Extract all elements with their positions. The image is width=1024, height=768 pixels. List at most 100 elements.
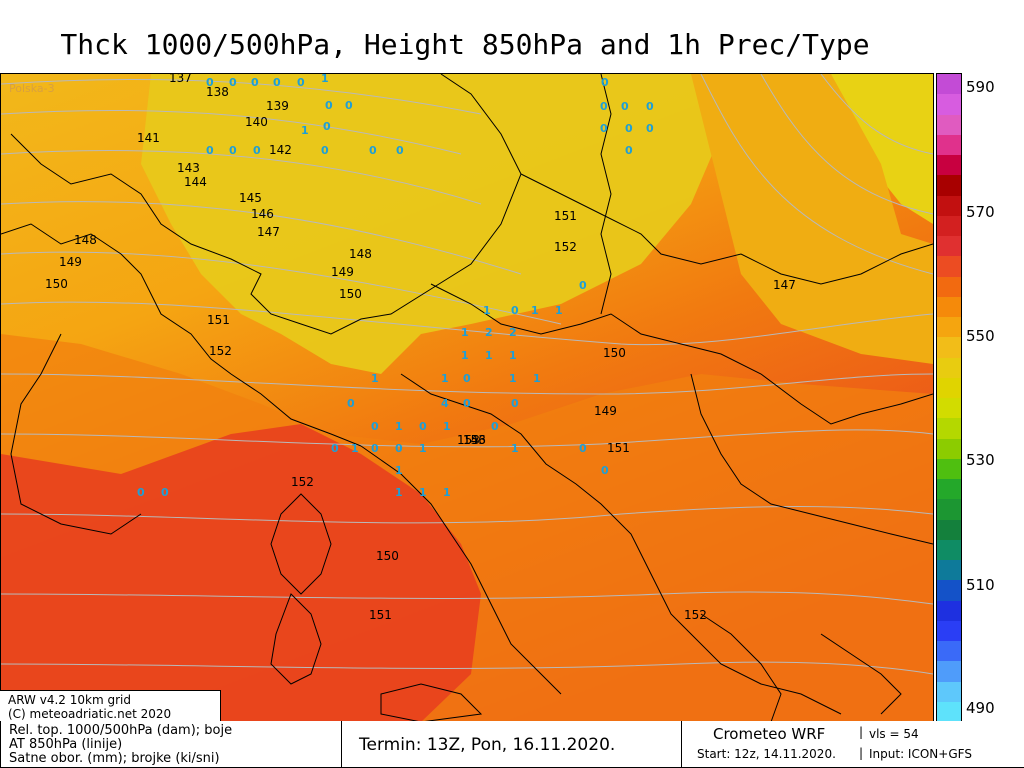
contour-label: 147: [257, 225, 280, 239]
contour-label: 148: [349, 247, 372, 261]
precip-value: 0: [161, 486, 169, 499]
precip-value: 0: [325, 99, 333, 112]
precip-value: 0: [137, 486, 145, 499]
scale-band: [937, 215, 961, 236]
precip-value: 1: [395, 464, 403, 477]
contour-label: 150: [376, 549, 399, 563]
thickness-zone-yellow: [141, 74, 721, 374]
legend-line-2: AT 850hPa (linije): [9, 737, 123, 752]
contour-label: 146: [463, 433, 486, 447]
contour-label: 153: [463, 433, 486, 447]
scale-band: [937, 641, 961, 662]
precip-value: 0: [621, 100, 629, 113]
precip-value: 0: [601, 76, 609, 89]
precip-value: 1: [395, 420, 403, 433]
contour-label: 144: [184, 175, 207, 189]
precip-value: 1: [441, 372, 449, 385]
scale-band: [937, 701, 961, 722]
footer-divider-1: [341, 721, 342, 767]
scale-band: [937, 155, 961, 176]
precip-value: 1: [531, 304, 539, 317]
precip-value: 0: [253, 144, 261, 157]
contour-labels: 1371381391401411421431441451461471481491…: [45, 74, 796, 622]
scale-band: [937, 317, 961, 338]
credits-line-2: (C) meteoadriatic.net 2020: [8, 707, 172, 721]
scale-band: [937, 256, 961, 277]
contour-label: 149: [59, 255, 82, 269]
precip-value: 1: [351, 442, 359, 455]
contour-label: 150: [45, 277, 68, 291]
precip-value: 1: [371, 372, 379, 385]
precip-value: 0: [321, 144, 329, 157]
scale-band: [937, 276, 961, 297]
precip-value: 0: [251, 76, 259, 89]
precip-value: 0: [579, 442, 587, 455]
precip-value: 2: [509, 326, 517, 339]
precip-value: 0: [600, 100, 608, 113]
precip-value: 1: [301, 124, 309, 137]
scale-band: [937, 458, 961, 479]
contour-label: 150: [339, 287, 362, 301]
footer: Rel. top. 1000/500hPa (dam); boje AT 850…: [0, 721, 1024, 768]
scale-band: [937, 175, 961, 196]
precip-value: 0: [273, 76, 281, 89]
borders: [1, 74, 933, 722]
contour-label: 149: [331, 265, 354, 279]
scale-label: 570: [966, 203, 995, 221]
precip-values: 0 0 0 0 0 1 00 01 00 0 0 0 0 00 0 00 0 001 0 1 101 2 21 1 11 1 0 1 1…: [137, 74, 654, 499]
scale-band: [937, 195, 961, 216]
contour-label: 151: [607, 441, 630, 455]
thickness-zone-red: [1, 424, 481, 722]
precip-value: 1: [533, 372, 541, 385]
scale-band: [937, 418, 961, 439]
scale-band: [937, 236, 961, 257]
input-sources: Input: ICON+GFS: [869, 747, 972, 761]
precip-value: 0: [625, 144, 633, 157]
scale-label: 530: [966, 451, 995, 469]
contour-label: 152: [554, 240, 577, 254]
footer-divider-2: [681, 721, 682, 767]
contour-label: 141: [137, 131, 160, 145]
precip-value: 0: [369, 144, 377, 157]
scale-band: [937, 114, 961, 135]
contour-label: 151: [207, 313, 230, 327]
precip-value: 0: [345, 99, 353, 112]
scale-label: 590: [966, 78, 995, 96]
precip-value: 1: [419, 442, 427, 455]
precip-value: 1: [419, 486, 427, 499]
scale-band: [937, 479, 961, 500]
precip-value: 0: [395, 442, 403, 455]
contour-label: 149: [594, 404, 617, 418]
scale-band: [937, 438, 961, 459]
contour-label: 151: [554, 209, 577, 223]
scale-band: [937, 600, 961, 621]
precip-value: 1: [443, 486, 451, 499]
precip-value: 0: [229, 144, 237, 157]
scale-band: [937, 94, 961, 115]
scale-band: [937, 519, 961, 540]
scale-band: [937, 134, 961, 155]
scale-band: [937, 296, 961, 317]
scale-band: [937, 580, 961, 601]
precip-value: 0: [646, 122, 654, 135]
input-separator: |: [859, 746, 864, 760]
legend-line-1: Rel. top. 1000/500hPa (dam); boje: [9, 723, 233, 738]
contour-label: 150: [603, 346, 626, 360]
precip-value: 0: [297, 76, 305, 89]
precip-value: 4: [441, 397, 449, 410]
contour-label: 146: [251, 207, 274, 221]
precip-value: 1: [461, 349, 469, 362]
precip-value: 1: [555, 304, 563, 317]
precip-value: 1: [509, 372, 517, 385]
precip-value: 0: [347, 397, 355, 410]
scale-label: 550: [966, 327, 995, 345]
credits-line-1: ARW v4.2 10km grid: [8, 693, 131, 707]
contour-label: 152: [291, 475, 314, 489]
contour-label: 143: [177, 161, 200, 175]
weather-map[interactable]: 137 138 139 140 141 142 143 144 145 146 147 148 149 1…: [0, 73, 934, 723]
contour-label: 139: [266, 99, 289, 113]
precip-value: 1: [461, 326, 469, 339]
precip-value: 0: [419, 420, 427, 433]
contour-label: 137: [169, 74, 192, 85]
scale-band: [937, 377, 961, 398]
